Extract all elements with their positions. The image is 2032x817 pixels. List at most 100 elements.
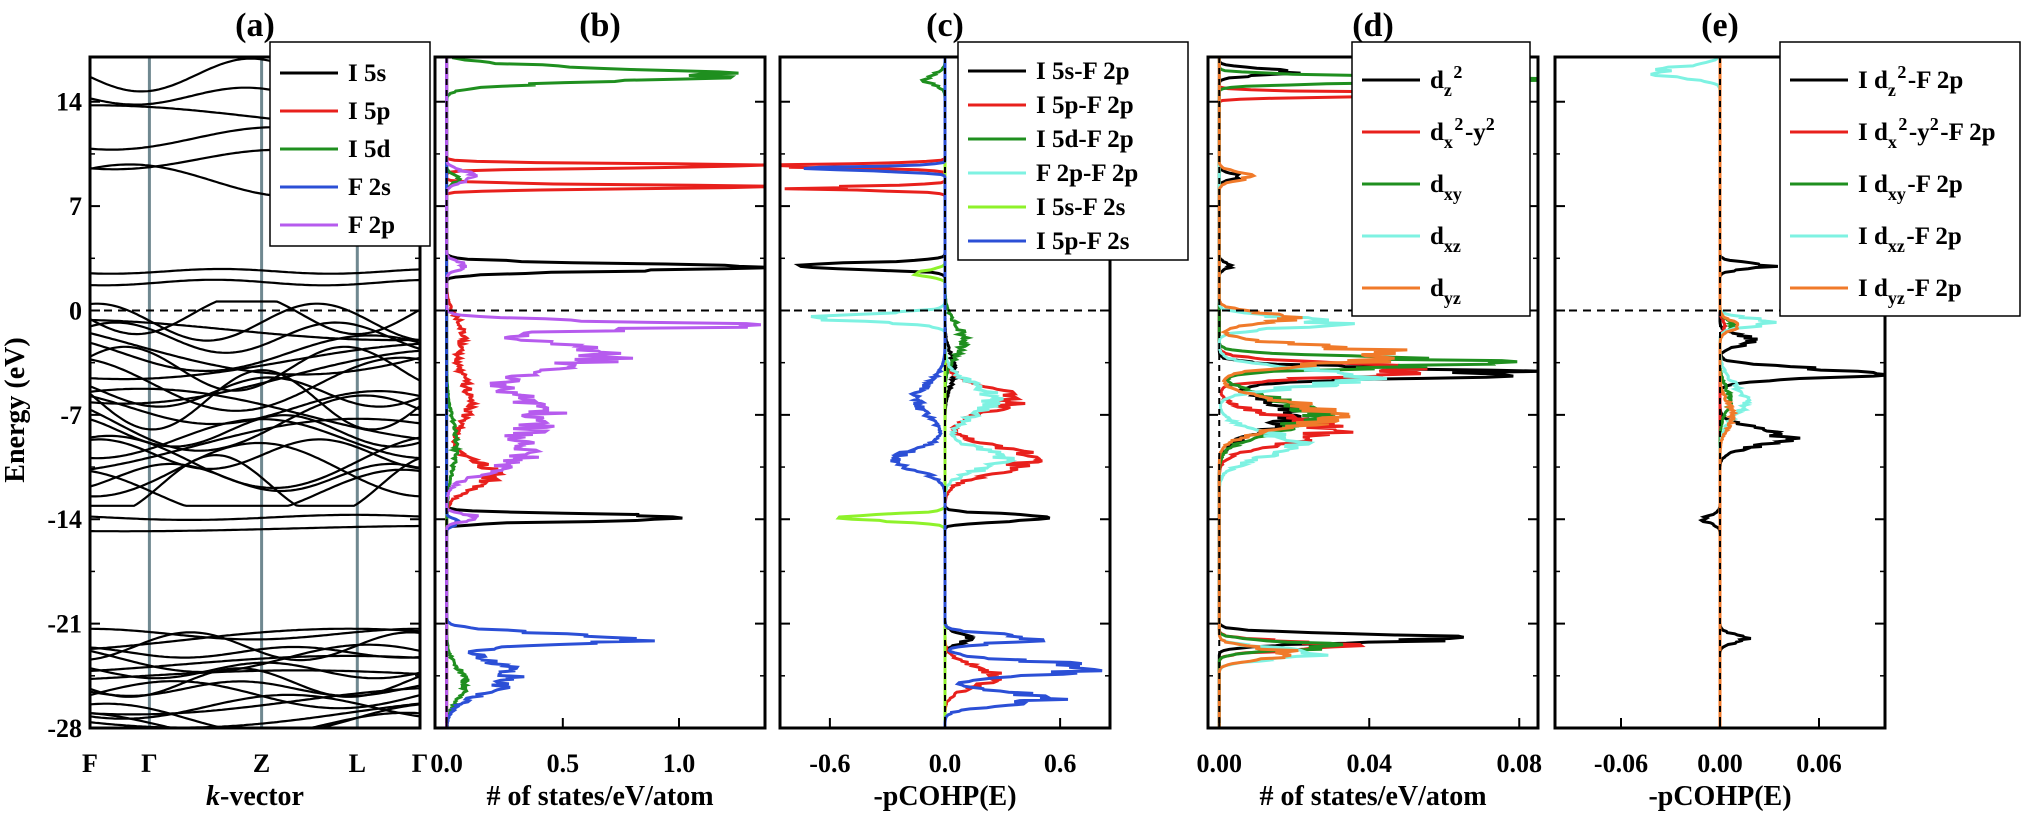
legend-text-part: I d [1858,67,1888,94]
y-tick-label: -21 [47,610,82,639]
series-line [445,57,762,728]
legend-label: I dx 2 -y2 -F 2p [1858,114,1996,152]
band-line [90,687,420,716]
x-tick-label: 0.0 [430,749,463,778]
x-tick-label: 0.0 [929,749,962,778]
x-tick-label: 0.06 [1796,749,1842,778]
legend-label: I dz 2 -F 2p [1858,62,1963,100]
panels-layer: -28 -21 -14 -7 0 7 14 F Γ Z L Γ (a) k-vector 0.0 0.5 1.0… [47,7,2021,812]
legend: dz 2 dx 2 -y2 dxy dxz dyz [1351,41,1531,317]
k-point-label: Γ [412,749,429,778]
band-line [90,302,420,342]
legend-label: I dxy -F 2p [1858,171,1963,204]
legend-label: dx 2 -y2 [1430,114,1496,152]
legend-text-part: d [1430,275,1444,302]
band-line [90,267,420,275]
legend-label: I dxz -F 2p [1858,223,1962,256]
legend-text-part: I d [1858,223,1888,250]
legend-text-reset [1462,176,1464,196]
legend-text-part: xy [1888,184,1906,204]
legend-label: I 5s-F 2s [1036,194,1126,221]
band-line [90,627,420,641]
x-tick-label: 0.08 [1497,749,1543,778]
band-line [90,332,420,376]
legend-text-part: 2 [1486,114,1495,134]
panel-b [445,57,765,728]
x-axis-label: -pCOHP(E) [873,781,1016,812]
legend-text-part: z [1444,80,1452,100]
legend-label: I 5p [348,98,390,125]
legend-box [1779,41,2021,317]
x-axis-label: k-vector [206,781,304,812]
band-line [90,349,420,405]
legend-text-part: xy [1444,184,1462,204]
band-line [90,462,420,493]
legend-text-part: yz [1444,288,1461,308]
legend-label: dxy [1430,171,1463,204]
band-line [90,702,420,728]
band-line [90,468,420,507]
legend-text-part: 2 [1454,114,1463,134]
legend-text-part: z [1888,80,1896,100]
legend-text-part: -y [1909,119,1930,146]
band-line [90,513,420,521]
legend-text-part: -y [1465,119,1486,146]
legend-text-reset [1461,280,1463,300]
legend-text-part: 2 [1930,114,1939,134]
legend: I 5s-F 2p I 5p-F 2p I 5d-F 2p F 2p-F 2p I 5s… [957,41,1189,261]
panel-frame [433,55,767,730]
legend-text-part: xz [1888,236,1905,256]
legend-label: I dyz -F 2p [1858,275,1962,308]
k-point-label: L [349,749,366,778]
band-line [90,342,420,381]
x-tick-label: 0.5 [547,749,580,778]
legend-text-part: -F 2p [1906,275,1961,302]
legend-label: F 2s [348,174,391,201]
legend: I 5s I 5p I 5d F 2s F 2p [269,41,431,247]
legend-text-part: x [1888,132,1897,152]
x-axis-label: # of states/eV/atom [486,781,713,812]
k-point-label: Z [253,749,270,778]
legend-text-reset [1462,72,1464,92]
series-line [835,57,947,728]
legend-text-part: -F 2p [1906,223,1961,250]
legend-label: I 5p-F 2p [1036,92,1134,119]
band-line [90,278,420,287]
legend-text-part: x [1444,132,1453,152]
legend-text-part: yz [1888,288,1905,308]
band-line [90,680,420,710]
panel-a [90,57,420,728]
x-tick-label: -0.06 [1594,749,1648,778]
band-line [90,390,420,426]
series-line [803,57,1103,728]
band-line [90,693,420,720]
x-axis-label: -pCOHP(E) [1648,781,1791,812]
band-line [90,345,420,392]
k-point-label: Γ [141,749,158,778]
band-line [90,643,420,674]
legend-label: I 5s-F 2p [1036,58,1130,85]
series-line [1650,57,1777,728]
y-tick-label: -14 [47,505,82,534]
legend-label: F 2p [348,212,395,239]
legend-label: I 5d-F 2p [1036,126,1134,153]
band-line [90,631,420,662]
legend-label: I 5p-F 2s [1036,228,1130,255]
band-line [90,667,420,698]
legend-text-part: 2 [1453,62,1462,82]
x-tick-label: 0.00 [1697,749,1743,778]
k-point-label: F [82,749,98,778]
band-line [90,645,420,659]
x-axis-label-italic: k [206,781,220,812]
band-line [90,300,420,336]
band-line [90,321,420,354]
legend-text-reset [1461,228,1463,248]
panel-title: (c) [926,7,964,44]
legend-box [957,41,1189,261]
legend-text-part: I d [1858,275,1888,302]
series-line [445,57,655,728]
x-axis-label-rest: -vector [220,781,304,812]
legend-text-part: d [1430,67,1444,94]
x-tick-label: 1.0 [663,749,696,778]
